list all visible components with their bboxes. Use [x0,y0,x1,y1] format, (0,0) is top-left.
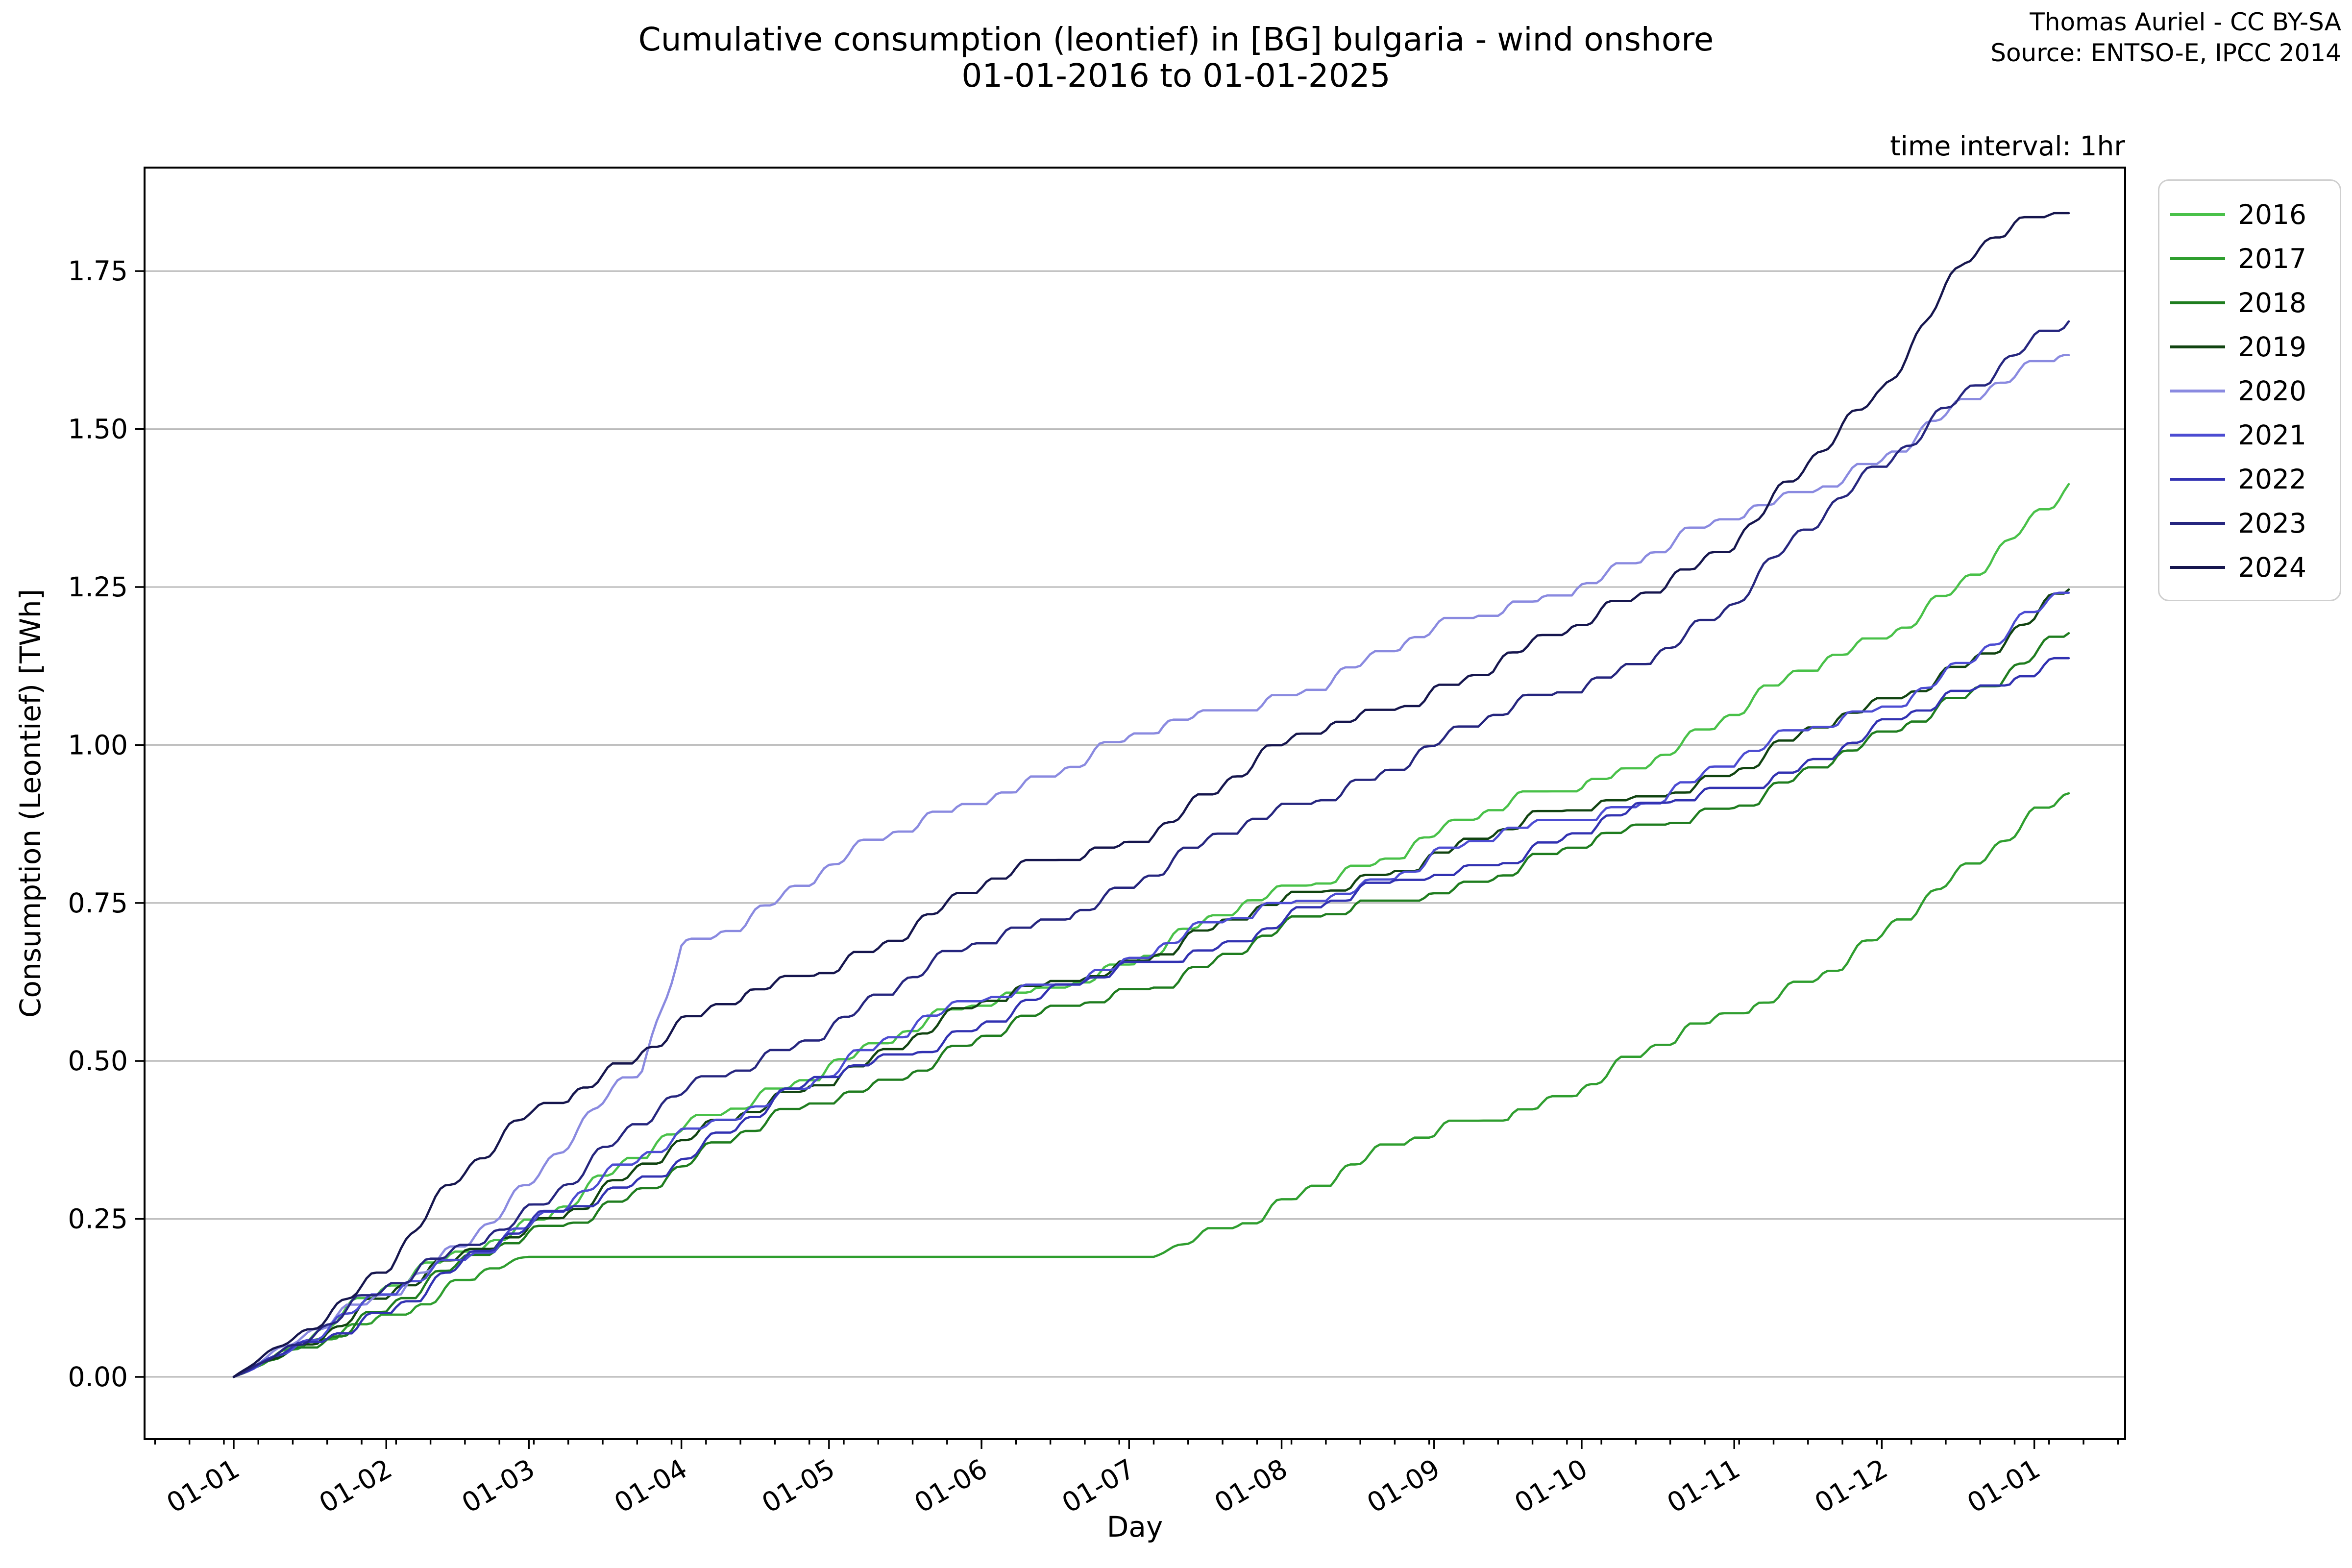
legend-swatch [2170,257,2225,260]
series-line-2024 [232,212,2070,1378]
x-tick-label: 01-02 [314,1453,397,1519]
legend-entry-2016: 2016 [2170,193,2340,237]
legend-label: 2023 [2238,508,2306,539]
legend-label: 2024 [2238,552,2306,583]
x-tick-label: 01-12 [1809,1453,1892,1519]
x-tick-label: 01-01 [161,1453,245,1519]
x-tick-label: 01-07 [1056,1453,1140,1519]
series-line-2019 [232,588,2070,1378]
legend-swatch [2170,434,2225,437]
y-tick-label: 0.25 [68,1203,128,1235]
attribution-author: Thomas Auriel - CC BY-SA [2030,8,2341,36]
legend-label: 2021 [2238,419,2306,451]
attribution-source: Source: ENTSO-E, IPCC 2014 [1990,38,2341,67]
legend-entry-2024: 2024 [2170,545,2340,589]
legend-entry-2022: 2022 [2170,457,2340,501]
legend: 2016 2017 2018 2019 2020 2021 2022 2023 2024 [2158,179,2341,601]
x-tick-label: 01-04 [609,1453,692,1519]
series-line-2021 [232,591,2070,1378]
chart-title-line2: 01-01-2016 to 01-01-2025 [961,56,1391,95]
legend-swatch [2170,213,2225,216]
legend-entry-2019: 2019 [2170,325,2340,369]
x-tick-label: 01-01 [1962,1453,2045,1519]
x-tick-label: 01-06 [909,1453,992,1519]
legend-swatch [2170,301,2225,304]
legend-swatch [2170,345,2225,348]
chart-title: Cumulative consumption (leontief) in [BG… [0,22,2352,94]
legend-entry-2021: 2021 [2170,413,2340,457]
y-tick-label: 0.00 [68,1361,128,1393]
y-tick-label: 1.75 [68,255,128,287]
chart-title-line1: Cumulative consumption (leontief) in [BG… [638,21,1714,58]
legend-entry-2018: 2018 [2170,281,2340,325]
attribution: Thomas Auriel - CC BY-SA Source: ENTSO-E… [1990,7,2341,68]
legend-label: 2018 [2238,287,2306,318]
x-tick-label: 01-05 [757,1453,840,1519]
y-tick-label: 0.50 [68,1045,128,1077]
legend-label: 2022 [2238,464,2306,495]
legend-label: 2017 [2238,243,2306,274]
x-tick-label: 01-11 [1662,1453,1745,1519]
legend-swatch [2170,522,2225,525]
y-tick-label: 1.25 [68,571,128,603]
y-tick-label: 0.75 [68,887,128,919]
legend-label: 2016 [2238,199,2306,230]
x-tick-label: 01-03 [456,1453,539,1519]
legend-swatch [2170,390,2225,392]
series-line-2023 [232,320,2070,1378]
legend-entry-2023: 2023 [2170,501,2340,545]
legend-entry-2020: 2020 [2170,369,2340,413]
x-tick-label: 01-10 [1509,1453,1592,1519]
legend-label: 2019 [2238,331,2306,363]
series-line-2018 [232,632,2070,1378]
y-tick-label: 1.00 [68,729,128,760]
series-line-2020 [232,354,2070,1378]
legend-entry-2017: 2017 [2170,237,2340,281]
legend-label: 2020 [2238,375,2306,407]
y-tick-label: 1.50 [68,414,128,445]
legend-swatch [2170,478,2225,481]
plot-border [144,167,2126,1440]
time-interval-note: time interval: 1hr [1890,130,2125,162]
x-tick-label: 01-09 [1362,1453,1445,1519]
x-tick-label: 01-08 [1209,1453,1293,1519]
legend-swatch [2170,566,2225,569]
x-axis-label: Day [1106,1510,1163,1544]
series-line-2022 [232,657,2070,1378]
series-line-2017 [232,792,2070,1378]
